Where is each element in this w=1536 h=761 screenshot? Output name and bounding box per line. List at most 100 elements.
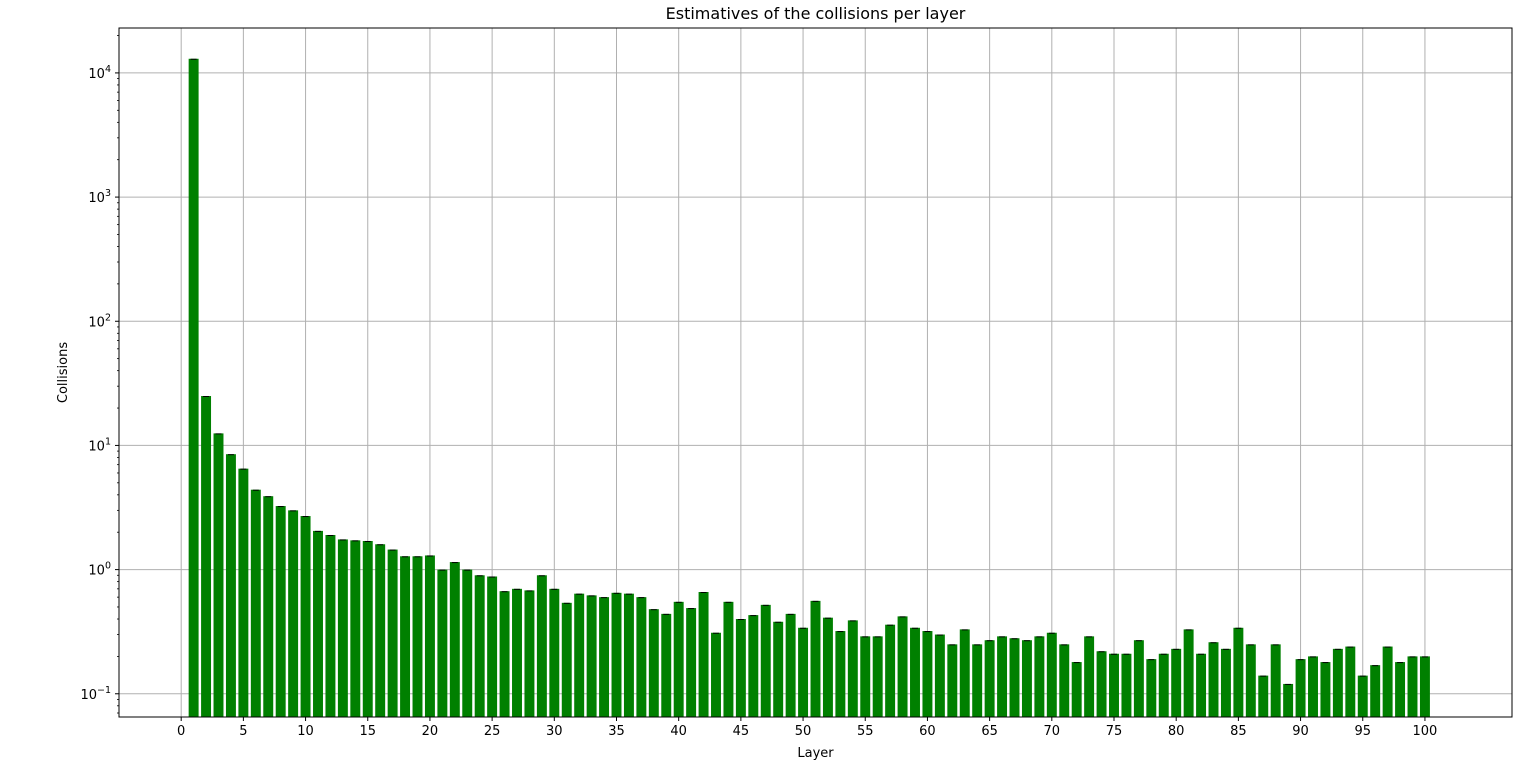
- bar: [462, 569, 473, 717]
- bar: [549, 588, 560, 717]
- x-tick-label: 15: [359, 724, 376, 739]
- bar: [623, 593, 634, 717]
- bar: [325, 534, 336, 717]
- bar: [922, 631, 933, 717]
- bar: [885, 624, 896, 717]
- bar: [387, 549, 398, 717]
- bar: [412, 556, 423, 717]
- bar: [1419, 656, 1430, 717]
- bar: [1345, 646, 1356, 717]
- bar: [760, 604, 771, 717]
- x-tick-label: 100: [1413, 724, 1438, 739]
- x-tick-label: 50: [795, 724, 812, 739]
- bar: [512, 588, 522, 717]
- bar: [437, 569, 448, 717]
- bar: [250, 489, 261, 717]
- bar: [785, 613, 796, 717]
- bar: [313, 530, 323, 717]
- bar: [1258, 675, 1269, 717]
- bar: [661, 613, 672, 717]
- bar: [375, 544, 386, 717]
- bar: [686, 608, 697, 717]
- bar: [1233, 627, 1244, 717]
- bar: [1009, 638, 1020, 717]
- bar: [1308, 656, 1318, 717]
- bar: [711, 632, 721, 717]
- y-tick-label: 104: [88, 64, 111, 82]
- x-axis-ticks: 0 5 10 15 20 25 30 35 40 45 50 55 60 65 70 75 80 85 90 95 10…: [177, 717, 1437, 739]
- bar: [934, 634, 945, 717]
- bar: [1283, 683, 1294, 717]
- bar: [1034, 636, 1045, 717]
- bar: [337, 539, 348, 717]
- bar: [947, 644, 958, 717]
- bar: [1121, 653, 1132, 717]
- y-tick-label: 103: [88, 188, 111, 206]
- bar: [574, 593, 585, 717]
- bar: [984, 640, 995, 717]
- bar: [561, 602, 572, 717]
- bar: [847, 620, 858, 717]
- bar: [188, 58, 199, 717]
- bar: [611, 592, 622, 717]
- bar: [1084, 636, 1095, 717]
- bar: [636, 597, 647, 717]
- bar: [1370, 665, 1381, 717]
- x-tick-label: 10: [297, 724, 314, 739]
- x-tick-label: 45: [733, 724, 750, 739]
- y-tick-label: 10−1: [80, 685, 111, 703]
- bar: [1220, 648, 1231, 717]
- bar: [1357, 675, 1368, 717]
- bar: [275, 506, 286, 717]
- x-tick-label: 90: [1292, 724, 1309, 739]
- bar: [1096, 651, 1107, 717]
- bar: [1320, 662, 1331, 717]
- bar: [599, 597, 610, 717]
- bar: [897, 616, 908, 717]
- bar: [1183, 629, 1194, 717]
- x-tick-label: 60: [919, 724, 936, 739]
- bar: [1245, 644, 1256, 717]
- x-tick-label: 5: [239, 724, 247, 739]
- bar: [1158, 653, 1169, 717]
- bar: [1146, 659, 1157, 717]
- bar: [201, 396, 212, 717]
- bar: [1332, 648, 1343, 717]
- bar: [972, 644, 983, 717]
- bar: [822, 617, 833, 717]
- bar: [350, 540, 361, 717]
- y-tick-label: 100: [88, 561, 111, 579]
- x-tick-label: 35: [608, 724, 625, 739]
- bar: [860, 636, 871, 717]
- bar: [213, 433, 224, 717]
- bar: [997, 636, 1008, 717]
- x-tick-label: 75: [1106, 724, 1123, 739]
- x-tick-label: 65: [981, 724, 998, 739]
- chart-title: Estimatives of the collisions per layer: [666, 4, 966, 23]
- bar: [810, 600, 821, 717]
- x-tick-label: 55: [857, 724, 874, 739]
- bar: [1071, 662, 1082, 717]
- bar: [959, 629, 970, 717]
- bar: [288, 510, 299, 717]
- bar: [872, 636, 883, 717]
- bar: [910, 627, 920, 717]
- bar: [586, 595, 597, 717]
- bar: [499, 591, 510, 717]
- bar: [723, 601, 734, 717]
- bar: [1196, 653, 1207, 717]
- bar: [362, 540, 373, 717]
- bar: [1295, 659, 1306, 717]
- bar: [1395, 662, 1406, 717]
- bar: [748, 615, 759, 717]
- bar: [1133, 640, 1144, 717]
- bar: [1382, 646, 1393, 717]
- bar: [798, 627, 809, 717]
- y-tick-label: 101: [88, 436, 111, 454]
- x-tick-label: 30: [546, 724, 563, 739]
- x-tick-label: 80: [1168, 724, 1185, 739]
- x-tick-label: 0: [177, 724, 185, 739]
- bar: [835, 631, 846, 717]
- y-axis-label: Collisions: [56, 342, 71, 403]
